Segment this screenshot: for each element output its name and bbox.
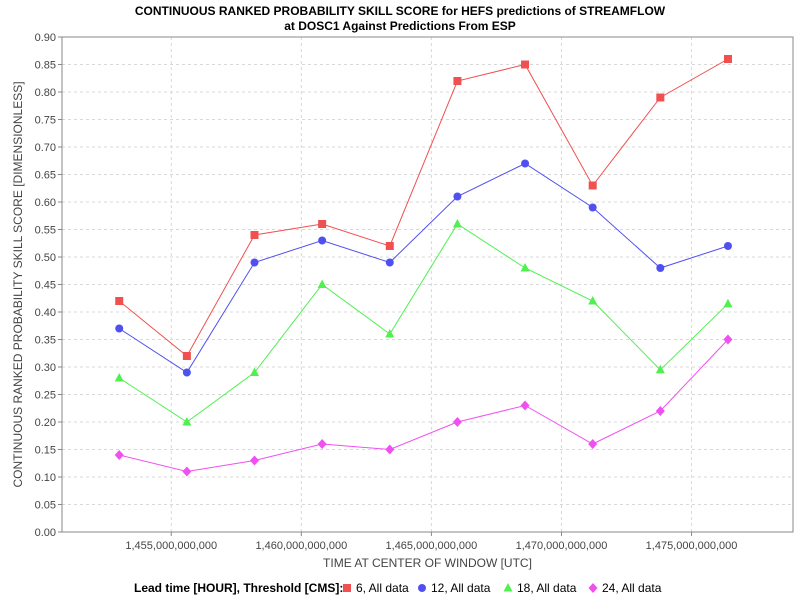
triangle-marker [182,417,192,426]
diamond-marker [385,444,395,455]
diamond-marker [182,466,192,477]
triangle-marker [250,367,260,376]
triangle-marker [588,296,598,305]
series-line [118,223,729,423]
y-tick-label: 0.80 [35,87,56,99]
chart-subtitle: at DOSC1 Against Predictions From ESP [284,19,516,33]
x-tick-label: 1,455,000,000,000 [125,540,217,552]
circle-marker [318,236,327,245]
square-marker [343,584,351,592]
circle-marker [521,159,530,168]
circle-marker [656,264,665,272]
y-tick-label: 0.75 [35,115,56,127]
x-tick-label: 1,465,000,000,000 [386,540,478,552]
circle-marker [453,192,462,201]
series-layer [114,55,733,477]
diamond-marker [723,334,733,345]
legend-item: 18, All data [503,581,577,595]
y-axis-title: CONTINUOUS RANKED PROBABILITY SKILL SCOR… [11,81,25,487]
circle-marker [115,324,124,333]
square-marker [250,231,259,239]
legend-label: 24, All data [602,581,662,595]
square-marker [182,352,191,360]
circle-marker [588,203,597,212]
triangle-marker [503,583,513,592]
square-marker [385,242,394,250]
triangle-marker [723,298,733,308]
legend-item: 6, All data [343,581,409,595]
triangle-marker [655,364,665,374]
square-marker [115,297,124,305]
square-marker [588,181,597,190]
x-tick-label: 1,475,000,000,000 [646,540,738,552]
y-tick-label: 0.55 [35,225,56,237]
y-tick-label: 0.85 [35,60,56,72]
y-tick-label: 0.90 [35,32,56,44]
y-tick-label: 0.05 [35,500,56,512]
series-line [118,58,729,357]
legend-label: 12, All data [431,581,491,595]
legend-title: Lead time [HOUR], Threshold [CMS]: [134,581,343,595]
y-tick-label: 0.50 [35,252,56,264]
x-tick-label: 1,460,000,000,000 [255,540,347,552]
legend-item: 12, All data [418,581,491,595]
y-tick-label: 0.30 [35,362,56,374]
square-marker [318,220,327,228]
triangle-marker [520,263,530,272]
y-tick-label: 0.45 [35,280,56,292]
x-axis-ticks: 1,455,000,000,000 1,460,000,000,000 1,465,… [125,532,737,552]
series-24-all-data [114,334,733,477]
square-marker [656,93,665,102]
circle-marker [385,258,394,267]
y-tick-label: 0.10 [35,472,56,484]
triangle-marker [317,279,327,288]
y-tick-label: 0.00 [35,527,56,539]
y-tick-label: 0.35 [35,335,56,347]
y-tick-label: 0.25 [35,390,56,402]
y-tick-label: 0.15 [35,445,56,457]
diamond-marker [655,406,665,416]
legend: Lead time [HOUR], Threshold [CMS]: 6, Al… [134,581,662,595]
series-line [119,339,729,473]
x-axis-title: TIME AT CENTER OF WINDOW [UTC] [323,556,532,570]
diamond-marker [520,400,530,411]
legend-label: 6, All data [356,581,409,595]
diamond-marker [588,439,598,449]
square-marker [723,55,732,63]
series-6-all-data [115,55,732,360]
circle-marker [182,368,191,377]
y-tick-label: 0.20 [35,417,56,429]
square-marker [453,77,462,85]
diamond-marker [250,455,260,466]
grid-lines [62,36,793,533]
y-axis-ticks: 0.00 0.05 0.10 0.15 0.20 0.25 0.30 0.35 0.40 0.45… [35,32,62,539]
diamond-marker [588,583,598,593]
triangle-marker [114,373,124,382]
triangle-marker [452,219,462,228]
diamond-marker [317,439,327,449]
x-tick-label: 1,470,000,000,000 [516,540,608,552]
y-tick-label: 0.65 [35,170,56,182]
y-tick-label: 0.70 [35,142,56,154]
series-18-all-data [114,219,733,426]
diamond-marker [114,450,124,460]
circle-marker [250,258,259,267]
square-marker [521,60,530,69]
y-tick-label: 0.40 [35,307,56,319]
circle-marker [418,584,426,592]
series-line [118,162,729,374]
triangle-marker [385,329,395,338]
legend-item: 24, All data [588,581,662,595]
chart-title: CONTINUOUS RANKED PROBABILITY SKILL SCOR… [134,4,666,18]
legend-label: 18, All data [517,581,577,595]
y-tick-label: 0.60 [35,197,56,209]
series-12-all-data [115,159,732,377]
diamond-marker [452,417,462,427]
circle-marker [723,242,732,250]
